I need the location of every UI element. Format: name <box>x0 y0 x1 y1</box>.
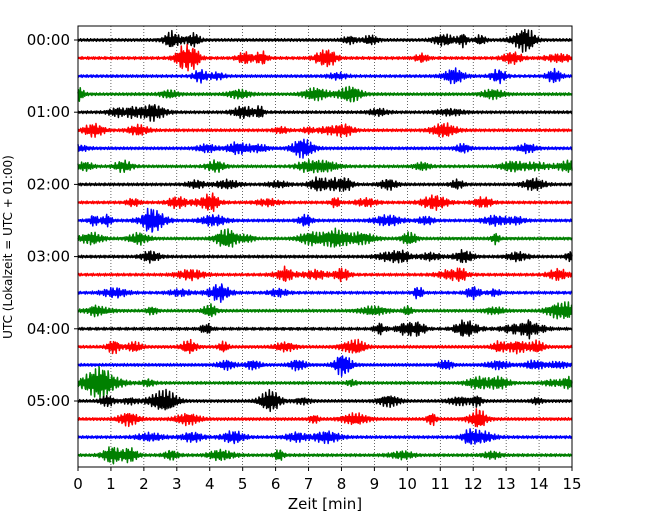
y-tick-label: 01:00 <box>27 103 70 121</box>
trace-0200 <box>77 176 573 192</box>
y-axis-label: UTC (Lokalzeit = UTC + 01:00) <box>1 155 15 339</box>
x-tick-label: 0 <box>73 475 83 493</box>
y-tick-label: 02:00 <box>27 175 70 193</box>
trace-0015 <box>77 43 573 72</box>
x-tick-label: 11 <box>431 475 450 493</box>
x-tick-label: 14 <box>530 475 549 493</box>
trace-0045 <box>77 85 573 103</box>
trace-0345 <box>77 301 573 320</box>
x-tick-label: 9 <box>370 475 380 493</box>
x-tick-label: 6 <box>271 475 281 493</box>
y-tick-label: 04:00 <box>27 320 70 338</box>
trace-0130 <box>77 138 573 159</box>
x-tick-label: 1 <box>106 475 116 493</box>
x-tick-label: 8 <box>337 475 347 493</box>
trace-0245 <box>77 227 573 248</box>
x-axis-label: Zeit [min] <box>288 495 362 513</box>
x-tick-label: 3 <box>172 475 182 493</box>
plot-background <box>78 26 572 467</box>
trace-0315 <box>77 265 573 283</box>
trace-0230 <box>77 207 573 233</box>
x-tick-label: 15 <box>562 475 581 493</box>
trace-0515 <box>77 408 573 428</box>
plot-frame <box>77 25 573 468</box>
x-axis-ticks: 0 1 2 3 4 5 6 7 8 9 10 11 12 13 14 15 <box>73 467 582 493</box>
x-tick-label: 12 <box>464 475 483 493</box>
y-tick-label: 03:00 <box>27 248 70 266</box>
y-tick-label: 00:00 <box>27 31 70 49</box>
trace-0430 <box>77 355 573 377</box>
trace-0215 <box>77 192 573 213</box>
trace-0545 <box>77 446 573 465</box>
x-tick-label: 13 <box>497 475 516 493</box>
trace-0000 <box>77 28 573 53</box>
x-tick-label: 10 <box>398 475 417 493</box>
trace-0500 <box>77 388 573 413</box>
trace-0445 <box>77 366 573 400</box>
trace-0530 <box>77 428 573 445</box>
x-tick-label: 7 <box>304 475 314 493</box>
trace-0400 <box>77 319 573 340</box>
trace-0145 <box>77 158 573 174</box>
seismic-traces <box>77 28 573 465</box>
trace-0115 <box>77 122 573 138</box>
trace-0100 <box>77 104 573 122</box>
y-tick-label: 05:00 <box>27 392 70 410</box>
x-tick-label: 4 <box>205 475 215 493</box>
x-tick-label: 2 <box>139 475 149 493</box>
y-axis-ticks: 00:00 01:00 02:00 03:00 04:00 05:00 <box>27 31 78 410</box>
trace-0030 <box>77 67 573 85</box>
trace-0330 <box>77 283 573 303</box>
x-tick-label: 5 <box>238 475 248 493</box>
trace-0300 <box>77 249 573 264</box>
trace-0415 <box>77 338 573 355</box>
